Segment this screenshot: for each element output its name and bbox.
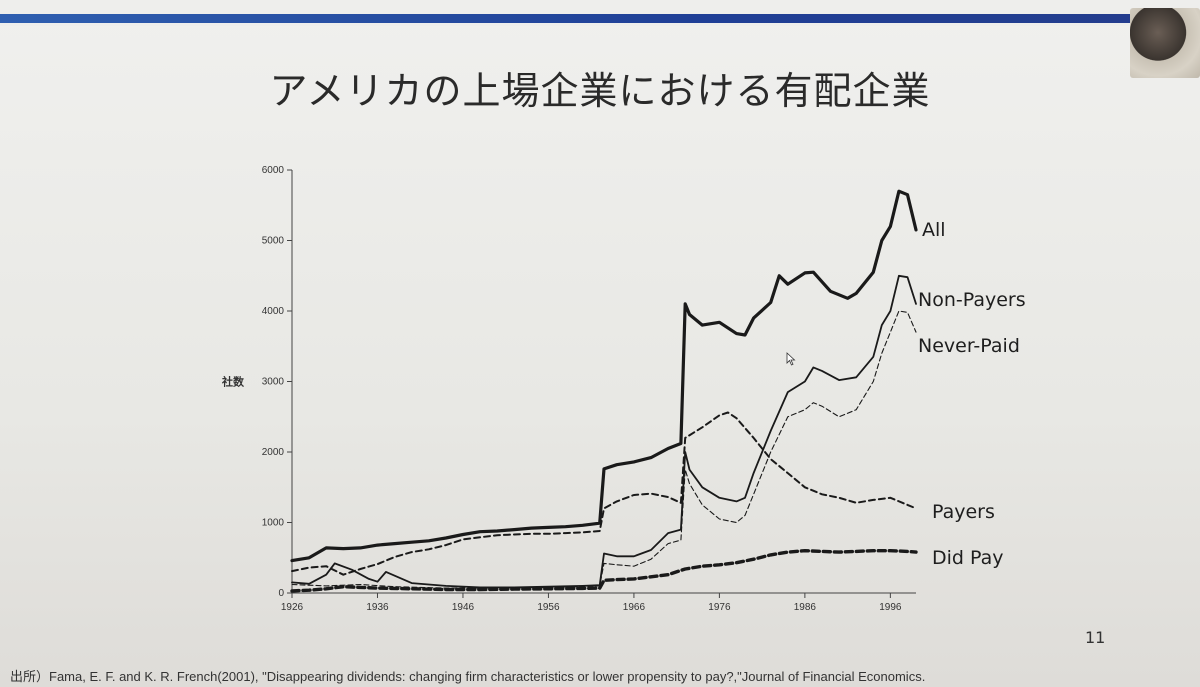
y-tick-label: 1000 <box>262 518 285 529</box>
x-tick-label: 1966 <box>623 602 646 613</box>
series-label-payers: Payers <box>932 501 995 523</box>
source-citation: 出所）Fama, E. F. and K. R. French(2001), "… <box>10 669 926 684</box>
x-tick-label: 1946 <box>452 602 475 613</box>
page-number: 11 <box>1085 628 1106 647</box>
slide-header-rule <box>0 14 1160 23</box>
slide-title: アメリカの上場企業における有配企業 <box>269 69 931 113</box>
y-tick-label: 4000 <box>262 306 285 317</box>
x-tick-label: 1956 <box>537 602 560 613</box>
series-label-never-paid: Never-Paid <box>918 335 1020 357</box>
y-tick-label: 6000 <box>262 165 285 176</box>
webcam-thumbnail[interactable] <box>1130 8 1200 78</box>
y-tick-label: 3000 <box>262 377 285 388</box>
x-tick-label: 1936 <box>366 602 389 613</box>
line-chart: 0 1000 2000 3000 4000 5000 6000 1926 1936 1946 195… <box>221 165 918 613</box>
series-label-all: All <box>922 219 946 241</box>
y-tick-label: 2000 <box>262 447 285 458</box>
x-tick-label: 1986 <box>794 602 817 613</box>
mouse-pointer-icon <box>786 352 796 366</box>
x-tick-label: 1996 <box>879 602 902 613</box>
series-label-did-pay: Did Pay <box>932 547 1004 569</box>
chart-container: 0 1000 2000 3000 4000 5000 6000 1926 1936 1946 195… <box>210 150 1030 620</box>
series-line-did-pay <box>290 549 918 593</box>
y-axis-label: 社数 <box>221 375 245 389</box>
series-line-non-payers <box>291 274 917 589</box>
x-tick-label: 1976 <box>708 602 731 613</box>
y-tick-label: 5000 <box>262 236 285 247</box>
series-line-all <box>290 189 918 563</box>
x-tick-label: 1926 <box>281 602 304 613</box>
series-label-non-payers: Non-Payers <box>918 289 1026 311</box>
series-line-never-paid <box>291 310 917 589</box>
series-line-payers <box>291 411 917 576</box>
y-tick-label: 0 <box>278 588 284 599</box>
